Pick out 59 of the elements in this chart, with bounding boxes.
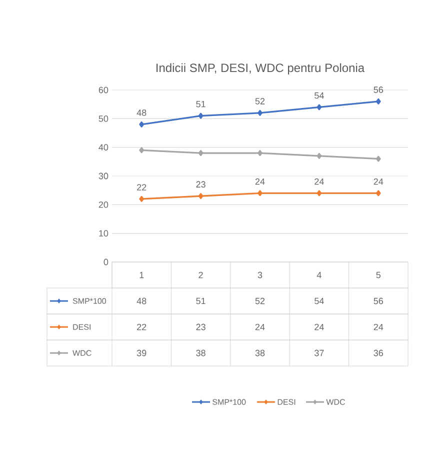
point — [139, 147, 144, 154]
point — [258, 110, 262, 116]
y-tick-label: 30 — [98, 172, 108, 180]
y-tick-label: 50 — [98, 115, 108, 122]
data-label: 38 — [255, 350, 265, 356]
text: WDC — [326, 399, 346, 405]
point — [258, 150, 262, 156]
text: 23 — [196, 181, 206, 188]
data-label: 54 — [314, 298, 324, 304]
chart-title: Indicii SMP, DESI, WDC pentru Polonia — [156, 63, 365, 74]
point — [139, 196, 144, 202]
text: 48 — [136, 109, 146, 116]
data-label: 39 — [136, 350, 146, 356]
legend-label: WDC — [72, 350, 92, 356]
point — [376, 190, 381, 196]
data-label: 36 — [374, 350, 384, 356]
text: SMP*100 — [212, 399, 246, 405]
point — [258, 190, 262, 196]
data-label: 23 — [196, 324, 206, 330]
data-label: 37 — [314, 350, 324, 356]
y-tick-label: 40 — [98, 144, 108, 151]
text: 56 — [374, 86, 384, 93]
x-tick-label: 3 — [258, 272, 262, 278]
data-label: 24 — [314, 324, 324, 330]
data-label: 52 — [255, 298, 265, 304]
y-tick-label: 20 — [98, 201, 108, 208]
y-tick-label: 10 — [99, 230, 108, 237]
y-tick-label: 60 — [98, 86, 108, 94]
text: DESI — [278, 399, 296, 405]
y-tick-label: 0 — [104, 258, 108, 266]
text: 51 — [196, 100, 206, 108]
data-label: 48 — [136, 298, 146, 304]
x-tick-label: 2 — [198, 272, 203, 278]
point — [316, 104, 322, 110]
data-label: 38 — [196, 350, 206, 356]
point — [198, 150, 204, 156]
text: 24 — [255, 178, 265, 185]
point — [376, 156, 381, 162]
text: 52 — [255, 98, 265, 104]
x-tick-label: 4 — [316, 272, 322, 278]
point — [316, 152, 322, 159]
data-label: 56 — [374, 298, 384, 304]
x-tick-label: 1 — [140, 272, 144, 278]
point — [198, 112, 204, 119]
legend-label: DESI — [73, 324, 90, 330]
data-label: 24 — [374, 324, 384, 330]
point — [316, 190, 322, 196]
text: 24 — [374, 178, 384, 185]
data-label: 24 — [255, 324, 265, 330]
point — [376, 98, 381, 104]
text: 22 — [137, 184, 146, 190]
x-tick-label: 5 — [376, 272, 381, 278]
point — [198, 193, 204, 200]
legend-label: SMP*100 — [72, 298, 106, 304]
text: 54 — [314, 92, 324, 99]
point — [139, 121, 144, 128]
data-label: 22 — [137, 324, 146, 330]
data-label: 51 — [196, 298, 206, 304]
text: 24 — [314, 178, 324, 185]
